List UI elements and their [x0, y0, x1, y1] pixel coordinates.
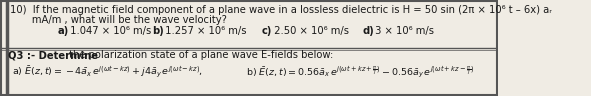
Text: 1.047 × 10⁶ m/s: 1.047 × 10⁶ m/s: [67, 26, 152, 36]
Text: a): a): [57, 26, 69, 36]
Text: the polarization state of a plane wave E-fields below:: the polarization state of a plane wave E…: [66, 50, 333, 60]
Text: a) $\bar{E}(z,t) = -4\bar{a}_x\,e^{j(\omega t-kz)} + j4\bar{a}_y\,e^{j(\omega t-: a) $\bar{E}(z,t) = -4\bar{a}_x\,e^{j(\om…: [12, 65, 203, 80]
Text: b) $\bar{E}(z,t) = 0.56\bar{a}_x\,e^{j(\omega t+kz+\frac{\pi}{7})} - 0.56\bar{a}: b) $\bar{E}(z,t) = 0.56\bar{a}_x\,e^{j(\…: [246, 65, 474, 80]
Text: 2.50 × 10⁶ m/s: 2.50 × 10⁶ m/s: [271, 26, 349, 36]
Text: d): d): [362, 26, 374, 36]
Text: c): c): [261, 26, 271, 36]
Text: b): b): [152, 26, 163, 36]
Text: 3 × 10⁶ m/s: 3 × 10⁶ m/s: [372, 26, 434, 36]
Text: 10)  If the magnetic field component of a plane wave in a lossless dielectric is: 10) If the magnetic field component of a…: [10, 5, 552, 15]
Text: 1.257 × 10⁶ m/s: 1.257 × 10⁶ m/s: [162, 26, 246, 36]
Text: Q3 :- Determine: Q3 :- Determine: [8, 50, 99, 60]
Text: mA/m , what will be the wave velocity?: mA/m , what will be the wave velocity?: [10, 15, 227, 25]
